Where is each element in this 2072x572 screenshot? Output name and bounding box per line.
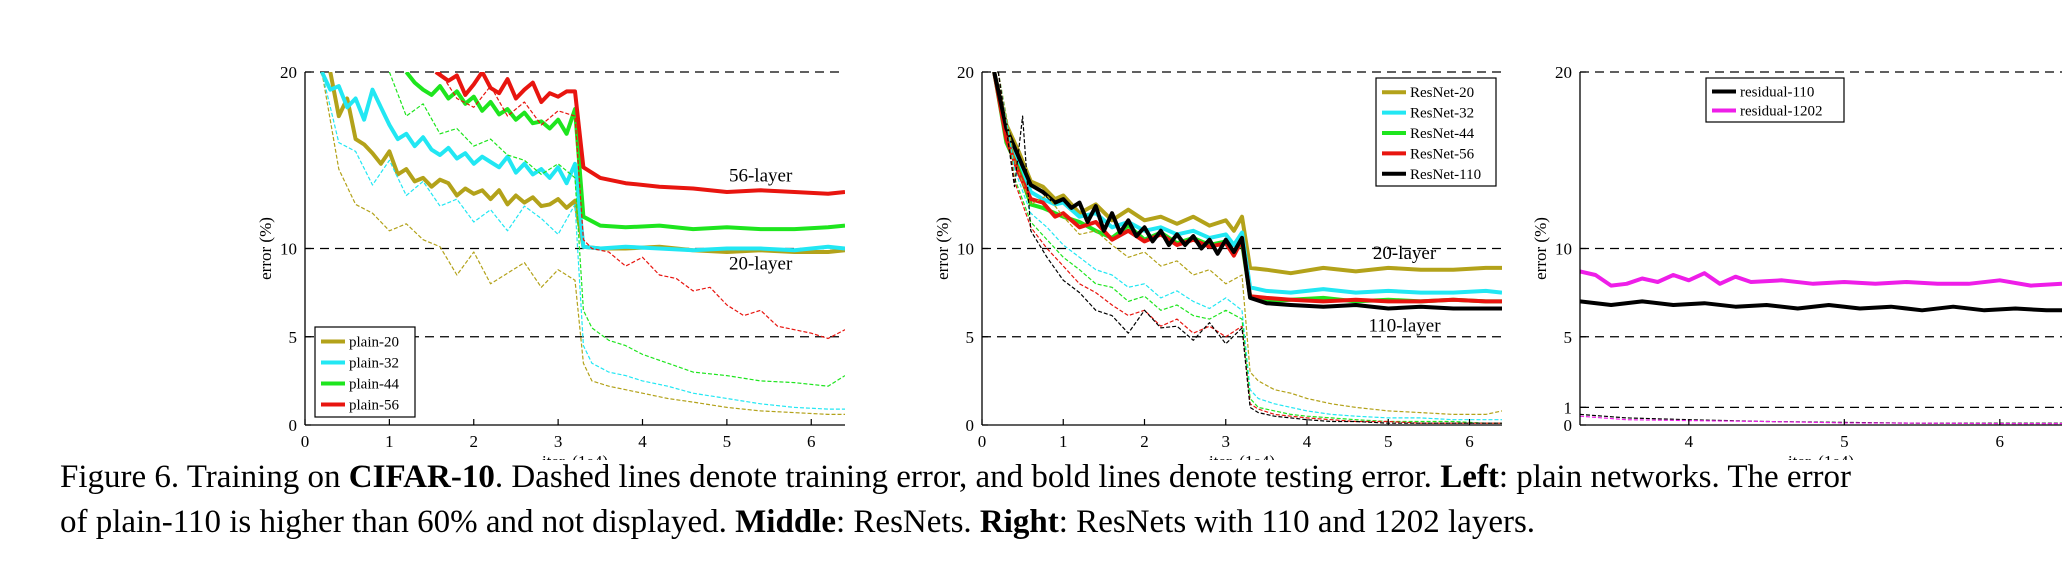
series-group <box>320 72 845 415</box>
caption-text: of plain-110 is higher than 60% and not … <box>60 504 736 540</box>
x-tick-label: 2 <box>470 432 479 451</box>
series-line-black-train <box>1580 413 2062 424</box>
legend: plain-20 plain-32 plain-44 plain-56 <box>314 326 416 418</box>
x-tick-label: 5 <box>1840 432 1849 451</box>
x-axis-label: iter. (1e4) <box>542 452 608 460</box>
y-tick-label: 20 <box>957 63 974 82</box>
y-tick-label: 20 <box>280 63 297 82</box>
y-tick-label: 20 <box>1555 63 1572 82</box>
y-tick-label: 5 <box>289 328 298 347</box>
series-line-red-train <box>997 72 1502 424</box>
y-tick-label: 10 <box>280 240 297 259</box>
x-axis-label: iter. (1e4) <box>1209 452 1275 460</box>
legend-label: ResNet-56 <box>1410 146 1475 162</box>
caption-text: . Dashed lines denote training error, an… <box>494 459 1441 495</box>
y-tick-label: 5 <box>966 328 975 347</box>
series-group <box>1580 269 2062 425</box>
caption-text: Figure 6. Training on <box>60 459 349 495</box>
x-tick-label: 5 <box>723 432 732 451</box>
caption-dataset: CIFAR-10 <box>348 459 495 495</box>
series-line-ResNet-20 <box>992 72 1502 276</box>
caption-line-2: of plain-110 is higher than 60% and not … <box>60 500 2050 545</box>
x-tick-label: 3 <box>1222 432 1231 451</box>
x-axis-label: iter. (1e4) <box>1788 452 1854 460</box>
series-line-olive-train <box>321 72 845 415</box>
legend: residual-110 residual-1202 <box>1705 77 1845 123</box>
y-axis-label: error (%) <box>933 217 952 280</box>
series-group <box>992 72 1502 424</box>
figure-caption: Figure 6. Training on CIFAR-10. Dashed l… <box>60 455 2050 545</box>
series-line-residual-1202 <box>1580 269 2062 288</box>
x-tick-label: 0 <box>301 432 310 451</box>
x-tick-label: 3 <box>554 432 563 451</box>
series-line-ResNet-110 <box>992 72 1502 311</box>
x-tick-label: 6 <box>1465 432 1474 451</box>
x-tick-label: 1 <box>385 432 394 451</box>
x-tick-label: 4 <box>638 432 647 451</box>
series-line-plain-44 <box>404 72 845 232</box>
y-tick-label: 0 <box>289 416 298 435</box>
legend-label: plain-56 <box>349 398 399 414</box>
annotation-label: 56-layer <box>729 165 793 186</box>
series-line-red-train <box>439 72 845 340</box>
annotation-label: 20-layer <box>1373 243 1437 264</box>
annotation-label: 110-layer <box>1368 315 1441 336</box>
series-line-black-train <box>997 72 1502 424</box>
legend-label: residual-1202 <box>1740 104 1822 120</box>
series-line-plain-56 <box>434 72 845 196</box>
caption-left-label: Left <box>1440 459 1499 495</box>
x-tick-label: 5 <box>1384 432 1393 451</box>
y-axis-label: error (%) <box>256 217 275 280</box>
annotation-label: 20-layer <box>729 254 793 275</box>
series-line-green-train <box>388 72 845 387</box>
legend-label: ResNet-32 <box>1410 106 1474 122</box>
caption-right-label: Right <box>979 504 1059 540</box>
x-tick-label: 4 <box>1303 432 1312 451</box>
y-tick-label: 10 <box>1555 240 1572 259</box>
figure: 0123456051020iter. (1e4)error (%)56-laye… <box>256 63 2062 460</box>
chart-right: 4 5 6 01 5 10 20 iter. (1e4) error (%) residual-1… <box>1531 63 2062 460</box>
series-line-plain-32 <box>320 72 845 253</box>
series-line-magenta-train <box>1580 415 2062 425</box>
caption-text: : ResNets with 110 and 1202 layers. <box>1058 504 1536 540</box>
y-axis-label: error (%) <box>1531 217 1550 280</box>
x-tick-label: 6 <box>807 432 816 451</box>
caption-middle-label: Middle <box>735 504 836 540</box>
legend-label: plain-32 <box>349 356 399 372</box>
y-tick-label: 0 <box>1564 416 1573 435</box>
x-tick-label: 6 <box>1996 432 2005 451</box>
legend-label: residual-110 <box>1740 85 1814 101</box>
series-line-ResNet-32 <box>992 72 1502 295</box>
series-line-residual-110 <box>1580 299 2062 313</box>
series-line-green-train <box>997 72 1502 424</box>
legend-label: plain-20 <box>349 335 399 351</box>
caption-line-1: Figure 6. Training on CIFAR-10. Dashed l… <box>60 455 2050 500</box>
y-tick-label: 0 <box>966 416 975 435</box>
legend: ResNet-20 ResNet-32 ResNet-44 ResNet-56 ResN… <box>1375 77 1497 187</box>
chart-left: 0 1 2 3 4 5 6 0 5 10 20 iter. (1e4) error (%) 56-laye… <box>256 63 845 460</box>
chart-middle: 0 1 2 3 4 5 6 0 5 10 20 iter. (1e4) error (%) 20-laye… <box>933 63 1502 460</box>
y-tick-label: 5 <box>1564 328 1573 347</box>
legend-box <box>1705 77 1845 123</box>
x-tick-label: 2 <box>1140 432 1149 451</box>
x-tick-label: 1 <box>1059 432 1068 451</box>
caption-text: : ResNets. <box>836 504 980 540</box>
x-tick-label: 0 <box>978 432 987 451</box>
legend-label: ResNet-44 <box>1410 126 1475 142</box>
legend-label: ResNet-20 <box>1410 85 1474 101</box>
y-tick-label: 1 <box>1564 398 1573 417</box>
legend-label: plain-44 <box>349 377 399 393</box>
series-line-olive-train <box>997 72 1502 415</box>
x-tick-label: 4 <box>1685 432 1694 451</box>
series-line-cyan-train <box>997 72 1502 421</box>
y-tick-label: 10 <box>957 240 974 259</box>
legend-label: ResNet-110 <box>1410 167 1481 183</box>
caption-text: : plain networks. The error <box>1498 459 1852 495</box>
